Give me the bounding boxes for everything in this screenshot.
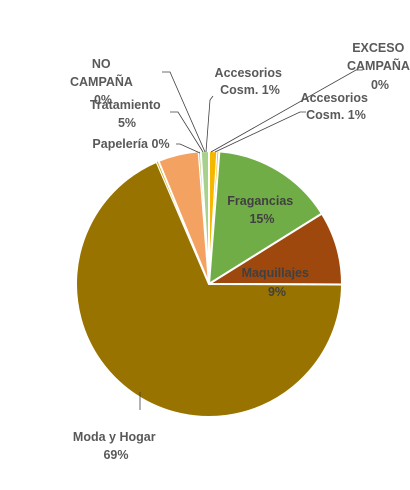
label-exceso-campana: EXCESO CAMPAÑA 0% bbox=[347, 41, 410, 92]
pie-slice-fragancias-2 bbox=[207, 150, 324, 286]
label-tratamiento: Tratamiento 5% bbox=[90, 98, 164, 130]
label-moda-hogar: Moda y Hogar 69% bbox=[73, 430, 159, 462]
label-maquillajes: Maquillajes 9% bbox=[242, 266, 313, 299]
leader-line-tratamiento bbox=[170, 111, 204, 153]
leader-line-papeleria bbox=[176, 143, 201, 154]
pie-slice-moda-y-hogar-4 bbox=[75, 160, 344, 418]
label-fragancias: Fragancias 15% bbox=[227, 194, 297, 226]
label-no-campana: NO CAMPAÑA 0% bbox=[70, 57, 136, 107]
label-accesorios-top: Accesorios Cosm. 1% bbox=[215, 66, 286, 97]
leader-lines bbox=[139, 69, 363, 410]
label-accesorios-right: Accesorios Cosm. 1% bbox=[301, 91, 372, 122]
data-labels: Accesorios Cosm. 1% EXCESO CAMPAÑA 0% Ac… bbox=[70, 41, 410, 462]
label-papeleria: Papelería 0% bbox=[92, 137, 169, 151]
leader-line-exceso bbox=[210, 69, 363, 153]
leader-line-acc-right bbox=[214, 111, 306, 153]
leader-line-acc-top bbox=[205, 95, 214, 153]
pie-slices bbox=[75, 149, 344, 418]
leader-line-no-campana bbox=[162, 71, 206, 153]
